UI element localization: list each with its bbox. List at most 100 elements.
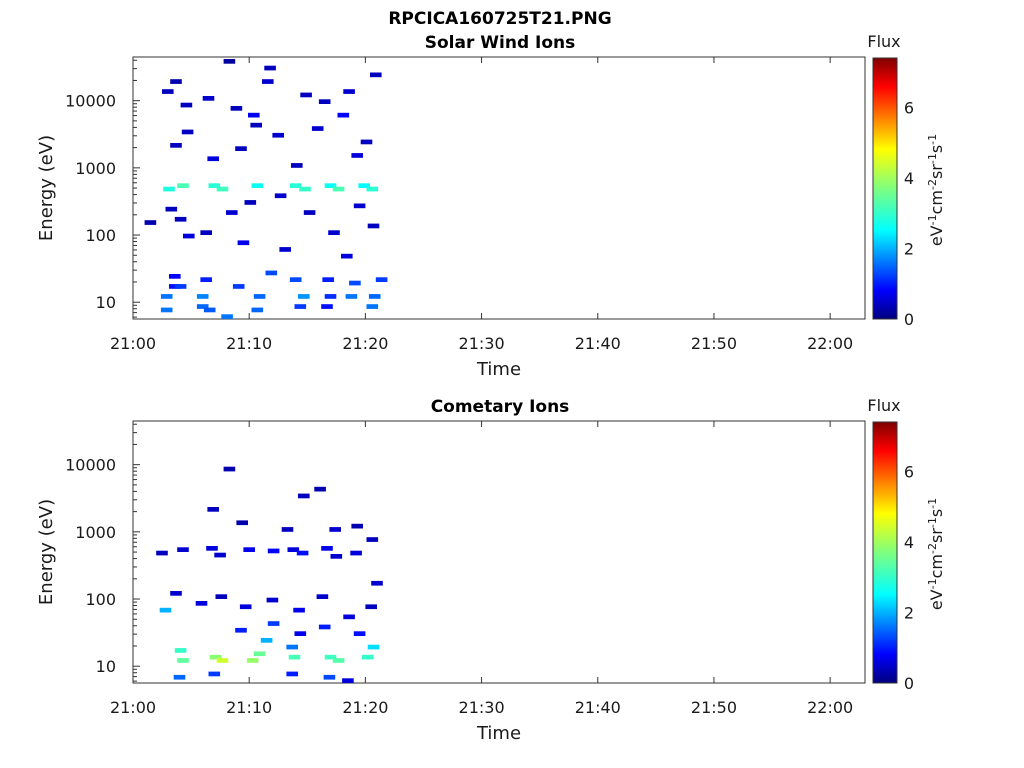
heatmap-cell (286, 671, 298, 677)
heatmap-cell (337, 112, 350, 118)
x-tick-label: 21:30 (459, 698, 505, 717)
colorbar-label-cometary: Flux (867, 396, 900, 415)
heatmap-cell (318, 624, 331, 630)
heatmap-cell (251, 183, 264, 188)
heatmap-cell (368, 294, 381, 299)
heatmap-cell (299, 186, 311, 192)
colorbar-tick-label: 2 (904, 239, 914, 258)
heatmap-cell (264, 65, 276, 71)
heatmap-cell (324, 654, 337, 660)
y-tick-label: 1000 (75, 523, 116, 542)
colorbar-tick-label: 0 (904, 310, 914, 329)
heatmap-cell (177, 547, 189, 552)
heatmap-cell (288, 654, 301, 660)
heatmap-cell (144, 220, 157, 225)
heatmap-cell (296, 550, 309, 556)
heatmap-cell (253, 651, 266, 657)
heatmap-cell (237, 240, 250, 246)
heatmap-cell (196, 294, 209, 299)
heatmap-cell (203, 307, 216, 313)
colorbar-solar-wind (872, 57, 898, 320)
x-tick-label: 21:40 (575, 698, 621, 717)
heatmap-cell (173, 674, 186, 680)
heatmap-cell (351, 153, 363, 158)
heatmap-cell (367, 644, 380, 650)
heatmap-cell (360, 139, 373, 145)
heatmap-cell (318, 99, 331, 104)
heatmap-cell (239, 604, 252, 610)
panel-solar-wind: Solar Wind Ions 21:00 21:10 21:20 21:30 21:4… (36, 32, 946, 380)
panel-cometary: Cometary Ions 21:00 21:10 21:20 21:30 21:40 2… (36, 396, 946, 744)
heatmap-cell (202, 96, 215, 101)
colorbar-ticks-solar-wind: 0 2 4 6 (904, 98, 914, 329)
heatmap-cell (321, 304, 333, 309)
heatmap-cell (200, 230, 212, 235)
heatmap-cell (160, 307, 173, 313)
y-axis-label-cometary: Energy (eV) (36, 499, 57, 605)
heatmap-cell (332, 186, 345, 192)
x-tick-label: 21:40 (575, 334, 621, 353)
heatmap-cell (350, 550, 362, 556)
plot-area-cometary (132, 420, 866, 684)
heatmap-cell (230, 106, 243, 111)
heatmap-cell (342, 678, 354, 683)
y-axis-cometary: 10 100 1000 10000 (65, 423, 140, 682)
heatmap-cell (216, 658, 229, 663)
heatmap-cell (160, 294, 173, 299)
panel-title-solar-wind: Solar Wind Ions (425, 33, 576, 53)
heatmap-cell (349, 280, 361, 286)
heatmap-cell (267, 548, 280, 554)
heatmap-cell (375, 277, 388, 282)
heatmap-cell (246, 658, 259, 663)
heatmap-cell (330, 554, 343, 559)
x-tick-label: 21:20 (342, 334, 388, 353)
x-tick-label: 21:00 (110, 698, 156, 717)
x-axis-cometary: 21:00 21:10 21:20 21:30 21:40 21:50 22:00 (110, 421, 853, 717)
heatmap-cell (200, 277, 212, 282)
heatmap-cell (208, 671, 221, 677)
heatmap-cell (367, 223, 380, 229)
heatmap-cell (323, 674, 336, 680)
plot-area-solar-wind (132, 56, 866, 320)
x-tick-label: 21:30 (459, 334, 505, 353)
heatmap-cell (286, 644, 298, 650)
colorbar-cometary (872, 421, 898, 684)
y-tick-label: 100 (85, 590, 116, 609)
heatmap-cell (345, 294, 358, 299)
heatmap-cell (294, 631, 307, 636)
heatmap-cell (366, 186, 379, 192)
heatmap-cell (262, 79, 274, 84)
heatmap-cell (209, 654, 222, 660)
colorbar-tick-label: 6 (904, 98, 914, 117)
y-tick-label: 1000 (75, 159, 116, 178)
heatmap-cell (223, 59, 236, 64)
y-axis-solar-wind: 10 100 1000 10000 (65, 59, 140, 318)
heatmap-cell (206, 546, 218, 551)
heatmap-cell (215, 594, 228, 599)
heatmap-cell (353, 631, 366, 636)
x-tick-label: 22:00 (807, 334, 853, 353)
heatmap-cell (324, 183, 337, 188)
heatmap-cell (298, 294, 310, 299)
heatmap-cell (281, 527, 294, 532)
x-tick-label: 21:10 (226, 334, 272, 353)
heatmap-cell (248, 112, 260, 118)
heatmap-cell (235, 627, 247, 633)
heatmap-cell (260, 638, 273, 643)
heatmap-cell (370, 72, 382, 78)
heatmap-cell (177, 658, 189, 663)
heatmap-cell (183, 233, 195, 239)
heatmap-cell (170, 591, 182, 596)
heatmap-cell (251, 307, 264, 313)
heatmap-cell (300, 92, 312, 98)
y-tick-label: 10000 (65, 456, 116, 475)
y-axis-label-solar-wind: Energy (eV) (36, 135, 57, 241)
heatmap-cell (321, 546, 333, 551)
heatmap-cell (223, 466, 236, 472)
heatmap-cell (272, 132, 284, 138)
heatmap-cell (196, 304, 209, 309)
x-tick-label: 21:00 (110, 334, 156, 353)
heatmap-solar-wind (144, 59, 388, 319)
